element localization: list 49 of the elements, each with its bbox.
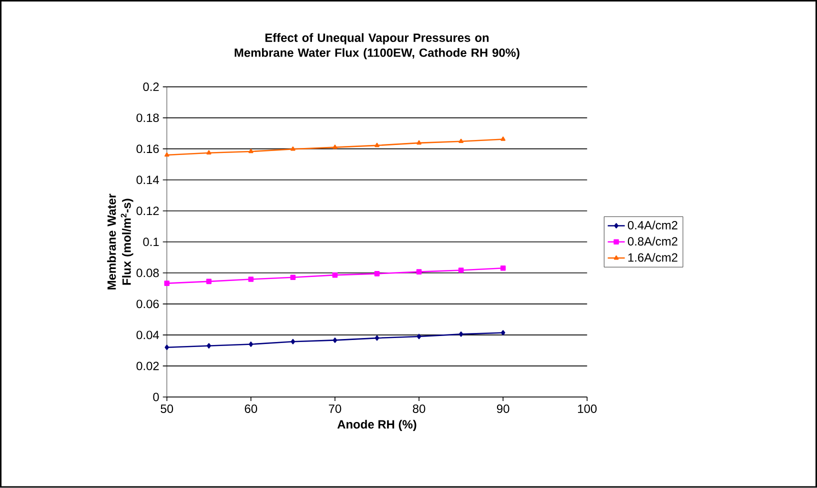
y-tick-label: 0.12: [136, 206, 159, 216]
y-tick-label: 0.04: [136, 330, 159, 340]
point: [458, 138, 464, 144]
y-tick-label: 0: [153, 392, 159, 402]
point: [374, 142, 380, 148]
point: [290, 146, 296, 151]
chart-title: Effect of Unequal Vapour Pressures on Membrane Water Flux (1100EW, Cathode RH 90%): [234, 33, 520, 60]
point: [332, 338, 338, 343]
point: [332, 144, 338, 150]
y-tick-label: 0.18: [136, 114, 159, 122]
point: [206, 343, 212, 349]
point: [206, 150, 212, 155]
point: [458, 332, 464, 337]
x-axis-title: Anode RH (%): [337, 420, 416, 432]
x-tick-label: 50: [160, 404, 174, 414]
y-tick-label: 0.1: [143, 238, 159, 246]
x-tick-label: 100: [578, 404, 597, 414]
point: [332, 272, 338, 278]
y-tick-label: 0.2: [143, 82, 159, 92]
point: [248, 342, 254, 348]
point: [458, 268, 464, 274]
x-tick-label: 60: [244, 404, 258, 414]
legend-label: 0.8A/cm2: [628, 236, 678, 246]
y-tick-label: 0.08: [136, 268, 159, 278]
point: [374, 271, 380, 276]
x-tick-label: 80: [412, 404, 426, 414]
point: [206, 278, 212, 284]
point: [500, 330, 506, 336]
legend-label: 0.4A/cm2: [628, 220, 678, 230]
point: [164, 280, 170, 286]
point: [290, 339, 296, 344]
y-tick-label: 0.02: [136, 362, 159, 370]
legend-label: 1.6A/cm2: [628, 253, 678, 262]
point: [290, 274, 296, 280]
point: [500, 266, 506, 271]
x-tick-label: 70: [328, 404, 342, 414]
y-tick-label: 0.16: [136, 144, 159, 154]
x-tick-label: 90: [496, 404, 510, 414]
point: [500, 136, 506, 141]
point: [248, 276, 254, 282]
y-tick-label: 0.14: [136, 176, 159, 184]
point: [374, 336, 380, 341]
point: [164, 152, 170, 157]
point: [416, 269, 422, 275]
point: [416, 140, 422, 145]
point: [416, 334, 422, 340]
point: [248, 148, 254, 154]
y-tick-label: 0.06: [136, 300, 159, 308]
point: [164, 344, 170, 350]
